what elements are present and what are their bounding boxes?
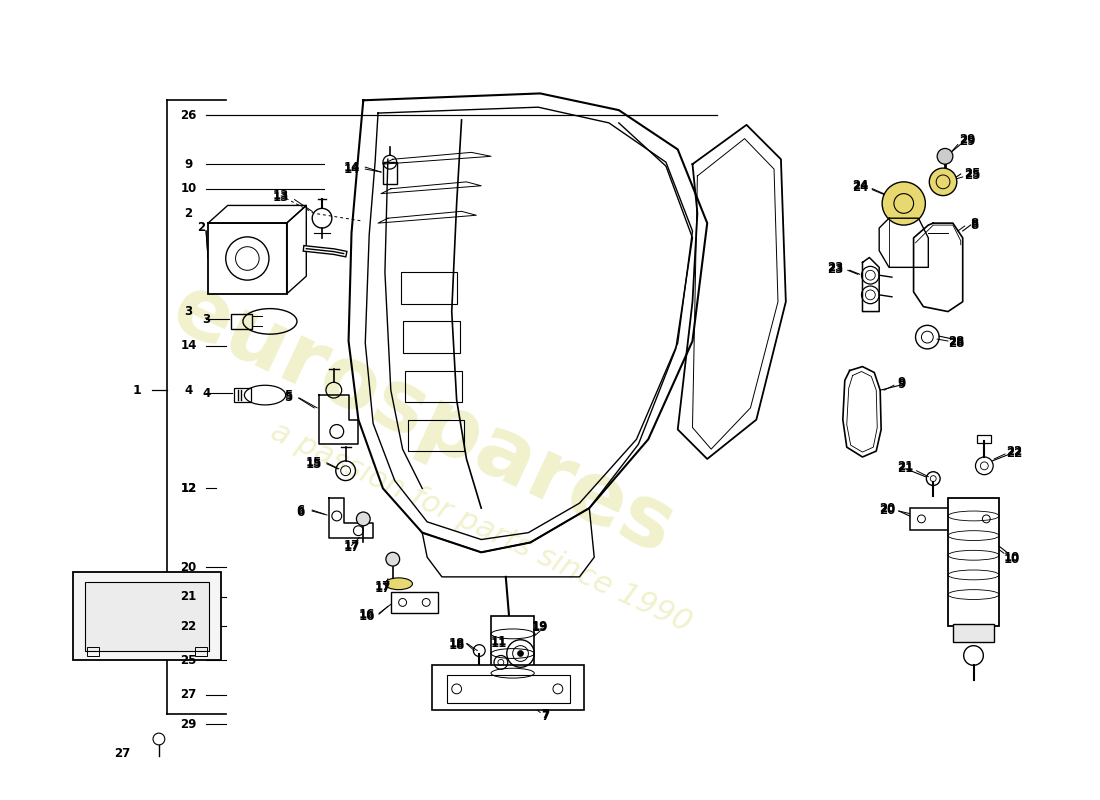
Text: 8: 8 (970, 217, 979, 230)
Ellipse shape (385, 578, 412, 590)
Bar (383, 162, 397, 184)
Bar (491, 616, 535, 694)
Bar (400, 272, 456, 304)
Text: 13: 13 (273, 191, 289, 204)
Bar (231, 314, 252, 330)
Text: 21: 21 (180, 590, 197, 603)
Bar (403, 322, 460, 353)
Text: 19: 19 (532, 622, 549, 634)
Text: 20: 20 (879, 502, 895, 514)
Text: 29: 29 (180, 718, 197, 730)
Text: 14: 14 (343, 161, 360, 174)
Text: 25: 25 (965, 170, 981, 182)
Bar (432, 666, 584, 710)
Bar (447, 675, 570, 702)
Bar (233, 388, 251, 402)
Text: 17: 17 (343, 541, 360, 554)
Text: 28: 28 (947, 337, 964, 350)
Text: 1: 1 (133, 384, 142, 397)
Bar (196, 646, 207, 657)
Text: 29: 29 (959, 133, 976, 146)
Text: 16: 16 (359, 608, 375, 621)
Circle shape (356, 512, 371, 526)
Circle shape (386, 552, 399, 566)
Text: 23: 23 (827, 263, 843, 276)
Bar (953, 624, 994, 642)
Circle shape (937, 149, 953, 164)
Text: 21: 21 (898, 462, 914, 475)
Text: 3: 3 (202, 313, 210, 326)
Text: 22: 22 (1005, 446, 1022, 459)
Text: 10: 10 (1003, 553, 1020, 566)
Text: 18: 18 (449, 639, 465, 652)
Text: 22: 22 (1005, 445, 1022, 458)
Text: 14: 14 (343, 162, 360, 175)
Circle shape (518, 650, 524, 657)
Text: 26: 26 (180, 109, 197, 122)
Bar (910, 508, 998, 530)
Bar (407, 420, 463, 451)
Text: 12: 12 (180, 482, 197, 495)
Text: 27: 27 (114, 747, 131, 760)
Bar (87, 646, 99, 657)
Text: 17: 17 (375, 582, 392, 595)
Text: 15: 15 (306, 456, 322, 470)
Text: 5: 5 (285, 390, 293, 403)
Bar (74, 572, 221, 660)
Bar (390, 592, 438, 614)
Text: 5: 5 (285, 389, 293, 402)
Text: 10: 10 (1003, 550, 1020, 564)
Text: 9: 9 (898, 378, 906, 390)
Text: 9: 9 (185, 158, 192, 170)
Text: 19: 19 (532, 619, 549, 633)
Text: 25: 25 (965, 167, 981, 181)
Text: 18: 18 (449, 637, 465, 650)
Bar (208, 223, 287, 294)
Text: 10: 10 (180, 182, 197, 195)
Text: 17: 17 (375, 580, 392, 594)
Text: 23: 23 (827, 261, 843, 274)
Text: 24: 24 (852, 182, 869, 194)
Text: 3: 3 (185, 305, 192, 318)
Text: eurospares: eurospares (157, 267, 686, 573)
Text: 8: 8 (970, 218, 979, 231)
Text: 17: 17 (343, 539, 360, 552)
Text: 13: 13 (273, 189, 289, 202)
Text: 25: 25 (180, 654, 197, 667)
Text: 20: 20 (180, 561, 197, 574)
Text: 11: 11 (491, 637, 507, 650)
Text: 14: 14 (180, 339, 197, 353)
Text: 20: 20 (879, 503, 895, 517)
Circle shape (930, 168, 957, 196)
Text: 7: 7 (541, 710, 549, 723)
Text: 6: 6 (296, 506, 305, 518)
Bar (405, 370, 462, 402)
Text: 12: 12 (180, 482, 197, 495)
Bar (85, 582, 209, 650)
Text: 15: 15 (306, 458, 322, 471)
Text: 4: 4 (202, 386, 210, 400)
Text: 2: 2 (197, 221, 206, 234)
Text: 28: 28 (947, 334, 964, 347)
Text: 4: 4 (185, 384, 192, 397)
Text: 24: 24 (852, 179, 869, 192)
Text: 16: 16 (359, 610, 375, 622)
Text: 9: 9 (898, 376, 906, 389)
Text: 7: 7 (541, 708, 549, 721)
Bar (978, 435, 991, 443)
Text: a passion for parts since 1990: a passion for parts since 1990 (266, 417, 696, 638)
Bar (948, 498, 999, 626)
Text: 27: 27 (180, 688, 197, 702)
Text: 22: 22 (180, 619, 197, 633)
Text: 2: 2 (185, 206, 192, 220)
Text: 11: 11 (491, 635, 507, 648)
Text: 29: 29 (959, 135, 976, 148)
Circle shape (882, 182, 925, 225)
Text: 21: 21 (898, 460, 914, 474)
Text: 6: 6 (296, 503, 305, 517)
